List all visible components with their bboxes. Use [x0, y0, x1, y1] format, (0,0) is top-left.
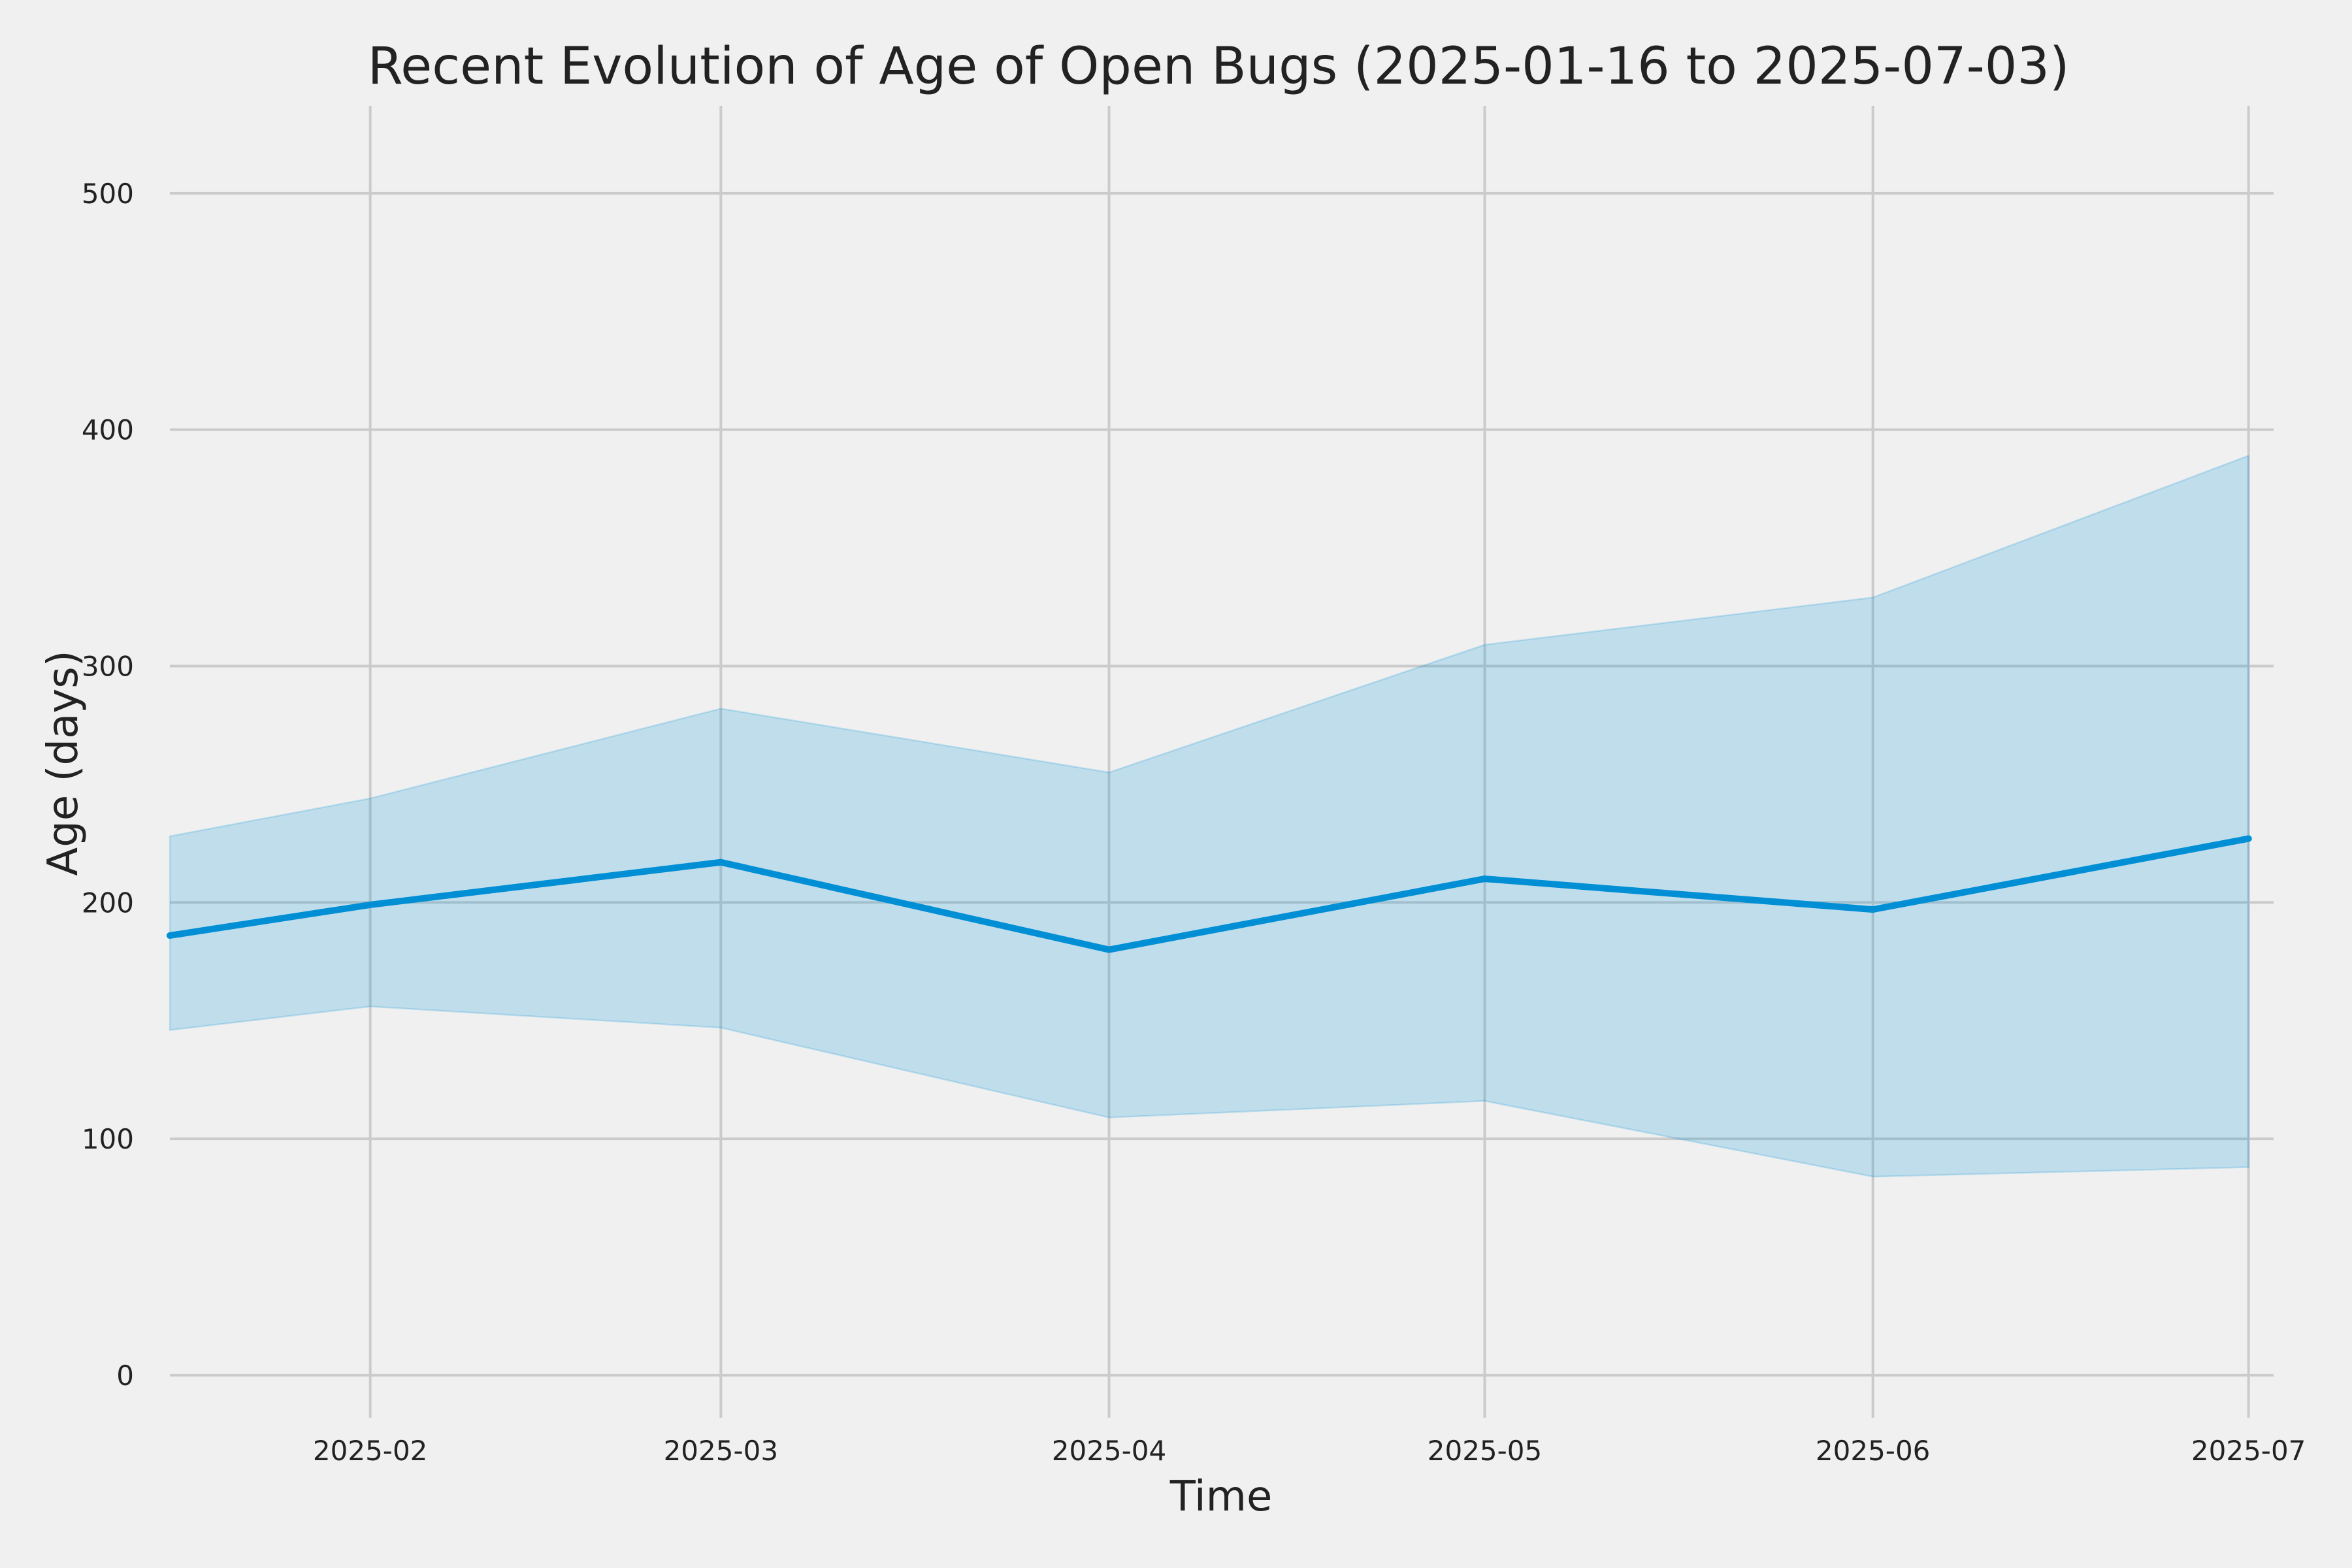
data-point [167, 932, 173, 939]
chart-title: Recent Evolution of Age of Open Bugs (20… [368, 37, 2070, 96]
x-tick-label: 2025-06 [1816, 1435, 1931, 1467]
y-tick-label: 200 [82, 887, 134, 919]
x-tick-label: 2025-04 [1052, 1435, 1167, 1467]
x-tick-label: 2025-05 [1428, 1435, 1543, 1467]
x-axis-ticks: 2025-02 2025-03 2025-04 2025-05 2025-06 2025-… [313, 1435, 2306, 1467]
range-band [169, 454, 2249, 1178]
y-axis-label: Age (days) [39, 650, 88, 875]
y-tick-label: 100 [82, 1123, 134, 1155]
y-tick-label: 500 [82, 178, 134, 210]
grid [170, 106, 2274, 1418]
data-point [367, 901, 374, 908]
x-tick-label: 2025-03 [664, 1435, 779, 1467]
x-axis-label: Time [1169, 1473, 1273, 1521]
x-tick-label: 2025-02 [313, 1435, 428, 1467]
data-point [1869, 906, 1876, 913]
y-axis-ticks: 0 100 200 300 400 500 [82, 178, 134, 1392]
y-tick-label: 0 [116, 1360, 134, 1392]
range-band-area [169, 454, 2249, 1178]
data-point [717, 858, 725, 866]
y-tick-label: 300 [82, 650, 134, 682]
x-tick-label: 2025-07 [2191, 1435, 2306, 1467]
series-line [167, 835, 2252, 953]
y-tick-label: 400 [82, 414, 134, 446]
data-point [1105, 946, 1113, 953]
data-point [1481, 875, 1488, 883]
data-point [2245, 835, 2252, 842]
